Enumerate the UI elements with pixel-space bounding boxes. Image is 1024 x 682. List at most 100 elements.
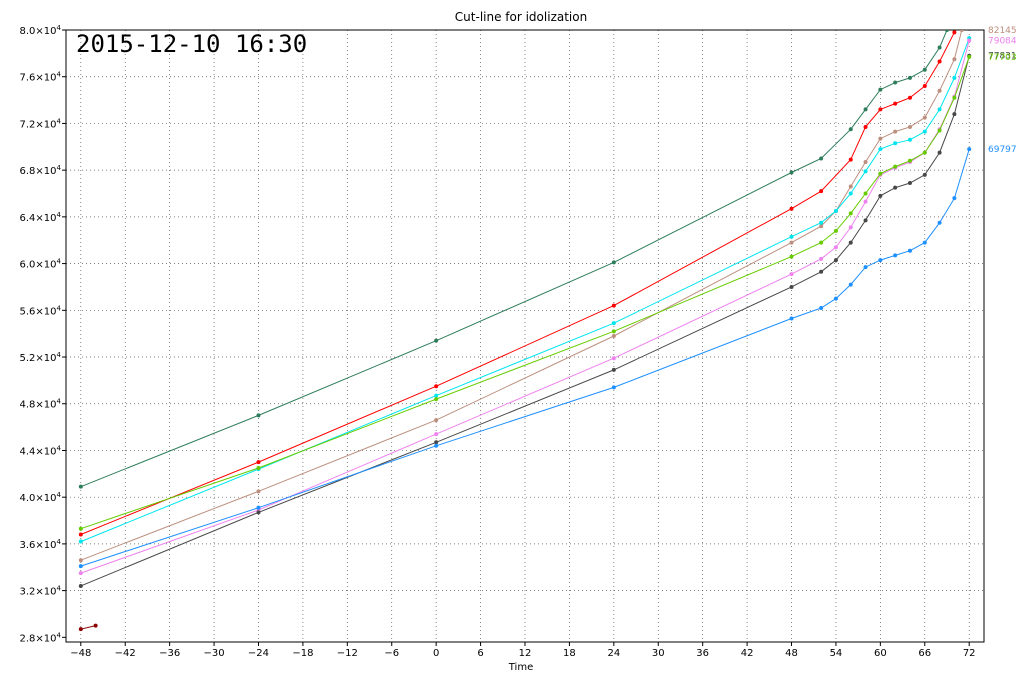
data-point <box>789 170 794 175</box>
data-point <box>863 265 868 270</box>
data-point <box>819 305 824 310</box>
data-point <box>937 107 942 112</box>
data-point <box>907 95 912 100</box>
y-tick-label: 6.8×104 <box>20 164 62 177</box>
data-point <box>833 228 838 233</box>
data-point <box>256 460 261 465</box>
y-axis: 2.8×104 3.2×104 3.6×104 4.0×104 4.4×104 4.8×1… <box>20 24 66 644</box>
timestamp-label: 2015-12-10 16:30 <box>76 30 307 58</box>
series-end-label: 82145 <box>988 26 1017 36</box>
series-3 <box>78 30 964 563</box>
data-point <box>611 260 616 265</box>
data-point <box>833 296 838 301</box>
series-line <box>80 56 970 530</box>
data-point <box>848 282 853 287</box>
data-point <box>789 316 794 321</box>
data-point <box>256 465 261 470</box>
data-point <box>878 171 883 176</box>
x-tick-label: −12 <box>337 648 358 659</box>
data-point <box>256 505 261 510</box>
data-point <box>952 95 957 100</box>
data-point <box>78 558 83 563</box>
data-point <box>893 101 898 106</box>
x-tick-label: 30 <box>652 648 665 659</box>
data-point <box>78 583 83 588</box>
data-point <box>256 510 261 515</box>
series-4 <box>78 36 972 544</box>
data-point <box>789 206 794 211</box>
data-point <box>819 156 824 161</box>
data-point <box>434 393 439 398</box>
x-tick-label: −36 <box>159 648 180 659</box>
x-tick-label: 66 <box>918 648 931 659</box>
data-point <box>863 107 868 112</box>
y-tick-label: 5.2×104 <box>20 351 62 364</box>
data-point <box>922 240 927 245</box>
data-point <box>922 67 927 72</box>
data-point <box>434 338 439 343</box>
data-point <box>937 128 942 133</box>
data-point <box>611 321 616 326</box>
data-point <box>878 87 883 92</box>
data-point <box>256 489 261 494</box>
series-end-label: 77703 <box>988 53 1017 63</box>
data-point <box>937 45 942 50</box>
data-point <box>819 220 824 225</box>
data-point <box>863 169 868 174</box>
data-point <box>78 532 83 537</box>
x-tick-label: 60 <box>874 648 887 659</box>
data-point <box>863 191 868 196</box>
data-point <box>78 484 83 489</box>
data-point <box>907 248 912 253</box>
x-tick-label: 24 <box>607 648 620 659</box>
series-end-label: 79084 <box>988 37 1017 47</box>
x-axis: −48 −42 −36 −30 −24 −18 −12 −6 0 6 12 18 24 30 36 42 48 5… <box>70 642 976 659</box>
data-point <box>833 245 838 250</box>
series-6 <box>78 53 972 588</box>
data-point <box>789 284 794 289</box>
y-tick-label: 3.2×104 <box>20 585 62 598</box>
series-line <box>80 30 948 488</box>
data-point <box>434 440 439 445</box>
y-tick-label: 5.6×104 <box>20 304 62 317</box>
x-tick-label: 54 <box>830 648 843 659</box>
series-end-label: 69797 <box>988 145 1017 155</box>
data-point <box>93 623 98 628</box>
data-point <box>952 75 957 80</box>
x-tick-label: 72 <box>963 648 976 659</box>
data-point <box>878 258 883 263</box>
data-point <box>848 191 853 196</box>
data-point <box>434 397 439 402</box>
data-point <box>78 564 83 569</box>
data-point <box>819 240 824 245</box>
data-point <box>937 59 942 64</box>
data-point <box>848 225 853 230</box>
series-line <box>80 30 963 561</box>
data-point <box>434 418 439 423</box>
y-tick-label: 6.0×104 <box>20 258 62 271</box>
data-point <box>907 181 912 185</box>
data-point <box>907 158 912 163</box>
data-point <box>922 150 927 155</box>
data-point <box>833 258 838 263</box>
data-point <box>937 88 942 93</box>
series-line <box>80 148 970 567</box>
data-point <box>952 57 957 62</box>
data-point <box>789 254 794 259</box>
data-point <box>893 164 898 169</box>
data-point <box>952 30 957 35</box>
data-point <box>78 539 83 544</box>
data-point <box>907 137 912 142</box>
data-point <box>907 75 912 80</box>
data-point <box>863 159 868 164</box>
data-point <box>789 240 794 245</box>
series-line <box>80 55 970 587</box>
data-point <box>967 38 972 43</box>
data-point <box>863 199 868 204</box>
data-point <box>967 54 972 59</box>
data-point <box>848 184 853 189</box>
data-point <box>893 141 898 146</box>
series-7 <box>78 54 972 531</box>
series-layer <box>78 30 972 632</box>
